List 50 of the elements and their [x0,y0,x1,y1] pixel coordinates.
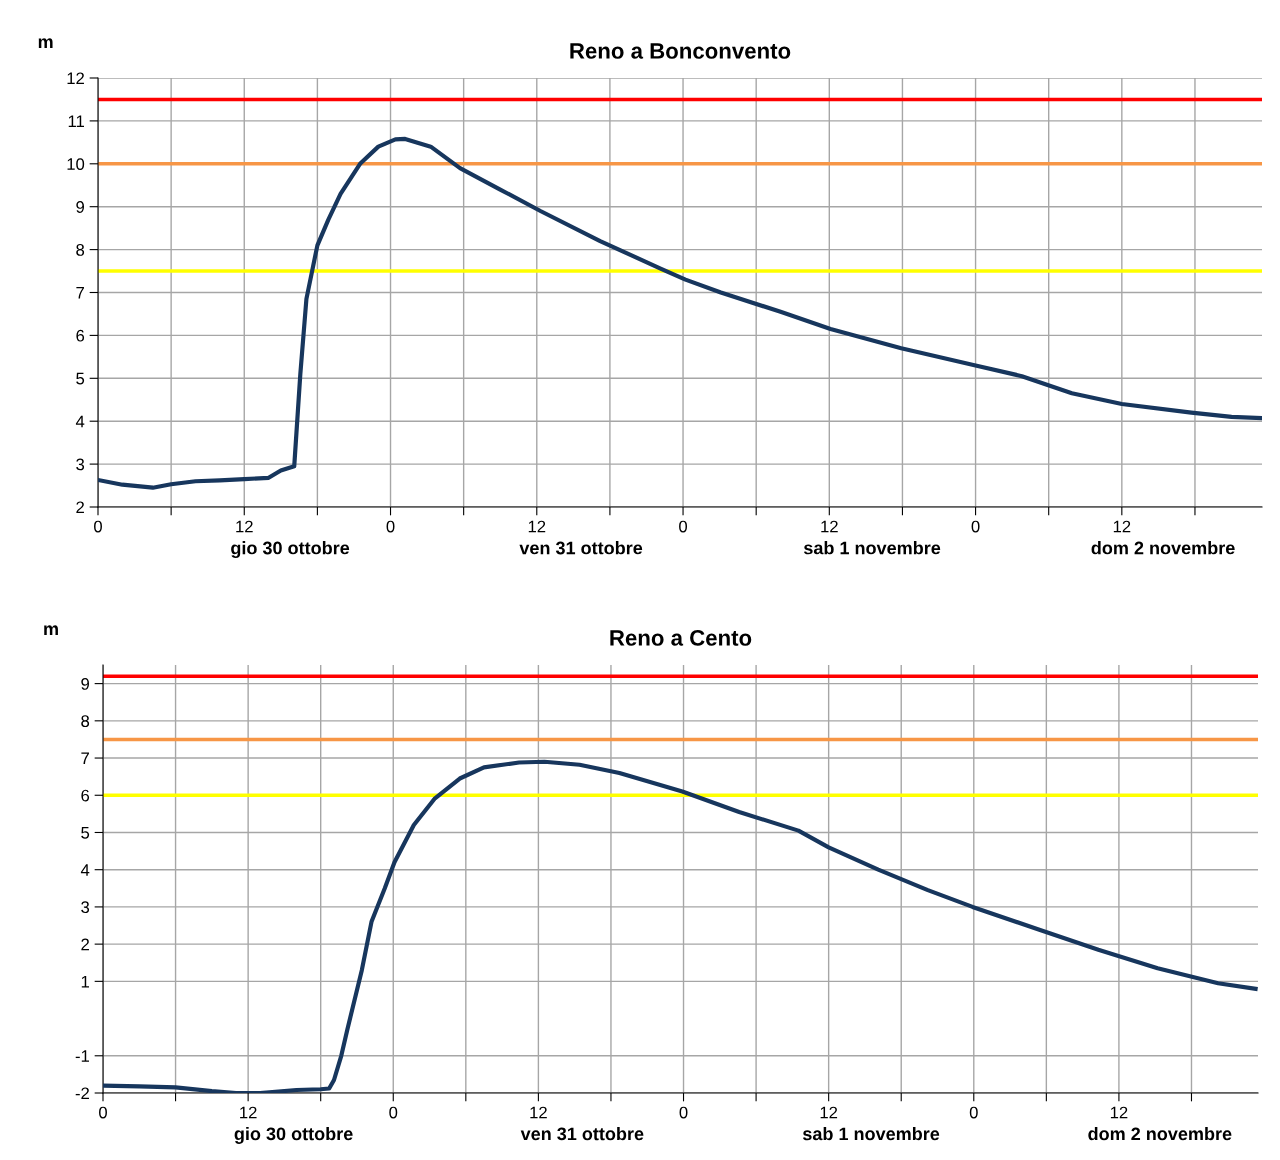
y-tick-label: 6 [76,329,85,342]
y-tick-label: 6 [81,789,90,802]
x-tick-label: 12 [530,1106,547,1119]
y-axis-title: m [38,38,53,48]
y-tick-label: 5 [76,372,85,385]
y-tick-label: 11 [68,115,84,127]
y-tick-label: 8 [81,715,90,728]
x-tick-label: 12 [1110,1106,1128,1119]
y-tick-label: -2 [75,1087,89,1100]
text: gio 30 ottobre [231,541,350,559]
y-tick-label: 4 [80,864,90,876]
x-tick-label: 0 [389,1106,398,1119]
x-tick-label: 12 [1113,520,1131,533]
y-tick-label: 9 [81,678,90,690]
x-tick-label: 12 [528,520,546,533]
y-tick-label: 10 [67,158,85,170]
x-tick-label: 0 [679,1106,688,1119]
y-tick-label: 3 [76,458,85,471]
y-tick-label: 4 [75,415,85,428]
y-tick-label: 5 [81,827,90,839]
x-tick-label: 12 [240,1106,257,1119]
text: gio 30 ottobre [234,1127,353,1144]
text: dom 2 novembre [1088,1127,1232,1141]
x-tick-label: 0 [969,1106,978,1119]
x-tick-label: 0 [99,1106,107,1119]
text: sab 1 novembre [802,1127,940,1141]
y-tick-label: 2 [76,501,84,514]
x-tick-label: 12 [820,1106,838,1119]
x-tick-label: 12 [236,520,253,533]
y-tick-label: 8 [76,244,85,256]
text: ven 31 ottobre [520,1127,644,1141]
chart-title: Reno a Bonconvento [570,43,791,59]
y-tick-label: 1 [81,975,89,988]
x-tick-label: 0 [94,520,102,533]
text: sab 1 novembre [803,541,941,555]
y-tick-label: 7 [81,752,89,765]
y-axis-title: m [44,625,58,636]
y-tick-label: -1 [75,1050,89,1062]
x-tick-label: 0 [386,520,395,533]
x-tick-label: 0 [679,520,688,533]
chart-title: Reno a Cento [610,630,752,646]
y-tick-label: 7 [76,287,84,299]
text: dom 2 novembre [1091,541,1235,555]
y-tick-label: 9 [76,201,85,213]
y-tick-label: 2 [81,938,89,951]
text: ven 31 ottobre [519,541,643,555]
y-tick-label: 12 [67,72,84,85]
y-tick-label: 3 [81,901,90,914]
x-tick-label: 12 [821,520,838,533]
x-tick-label: 0 [971,520,980,533]
